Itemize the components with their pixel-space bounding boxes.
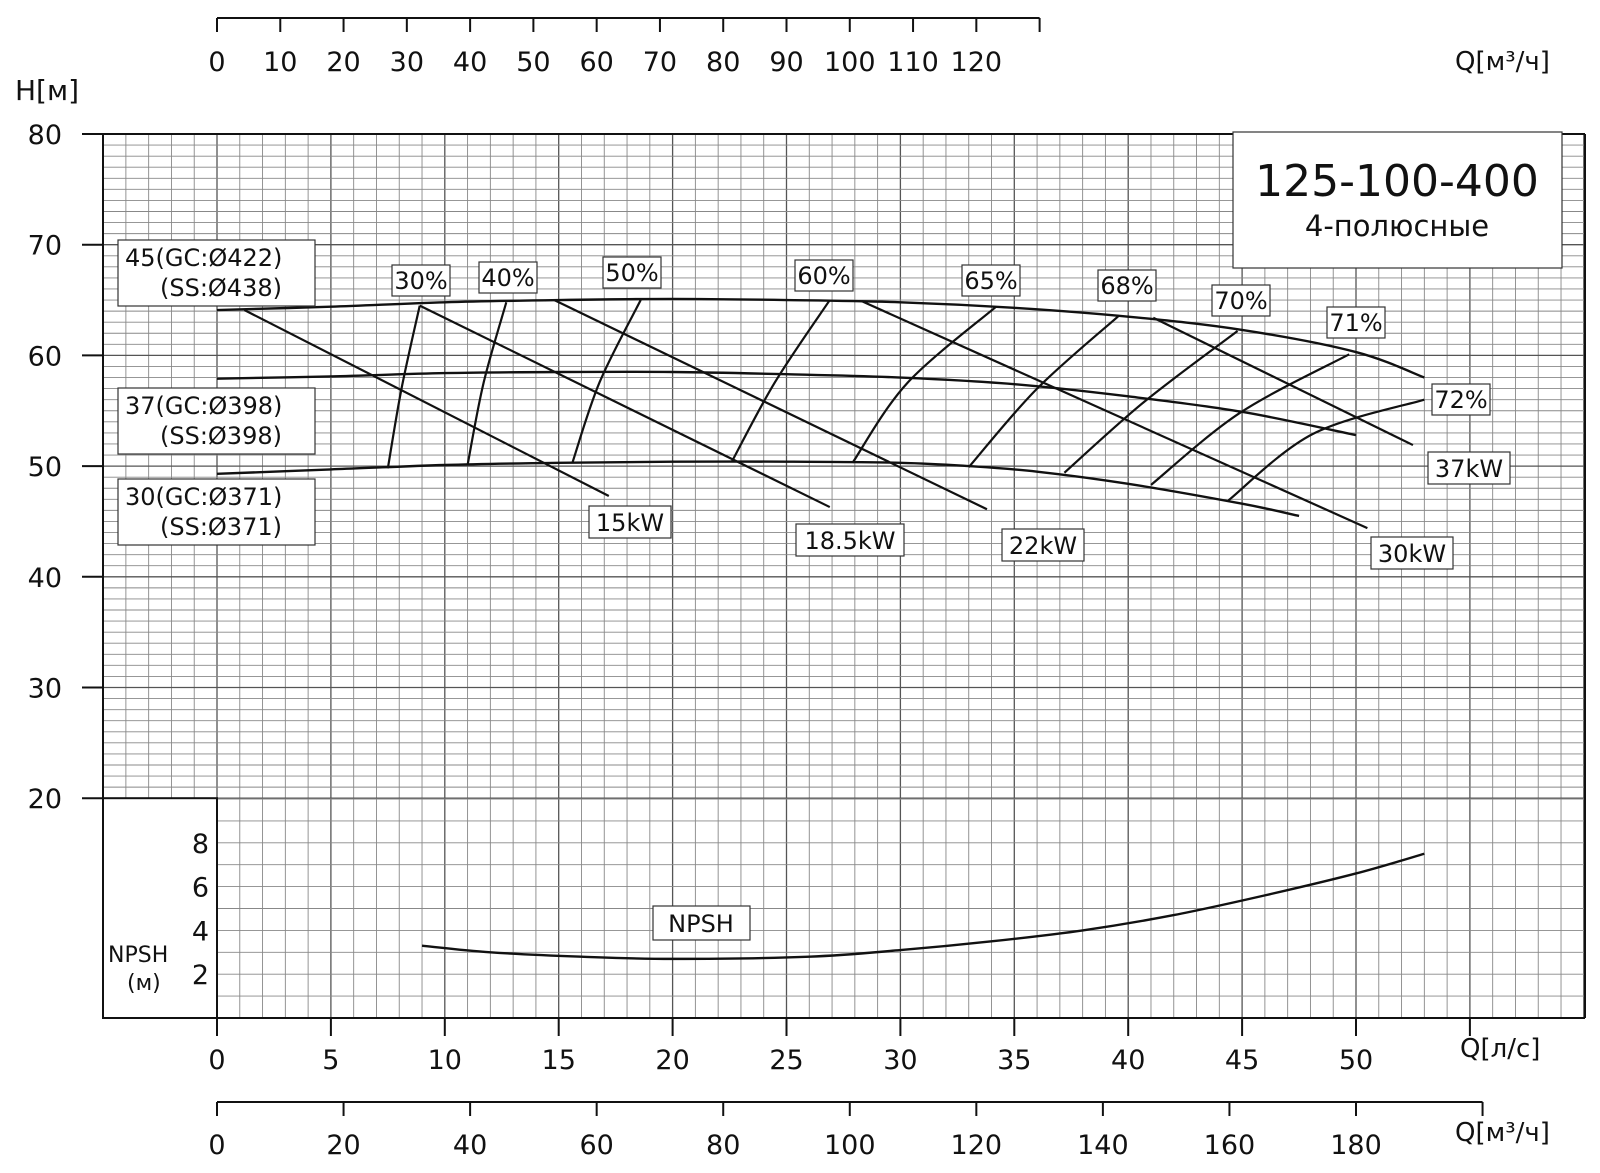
power-22-label: 22kW: [1009, 532, 1077, 560]
eff-68-label: 68%: [1100, 272, 1153, 300]
x-bottom-tick-label: 60: [579, 1130, 613, 1161]
x-bottom-tick-label: 180: [1330, 1130, 1382, 1161]
x-bottom-tick-label: 140: [1077, 1130, 1129, 1161]
y-axis-label: H[м]: [15, 74, 79, 107]
npsh-tick-label: 8: [192, 829, 209, 860]
chart-subtitle: 4-полюсные: [1305, 209, 1489, 243]
efficiency-curve-3: [732, 300, 830, 462]
x-top-tick-label: 40: [453, 47, 487, 78]
x-ls-tick-label: 10: [428, 1045, 462, 1076]
eff-50-label: 50%: [605, 259, 658, 287]
x-ls-tick-label: 20: [655, 1045, 689, 1076]
impeller-37-label-ss: (SS:Ø398): [160, 422, 282, 450]
impeller-45-label-ss: (SS:Ø438): [160, 274, 282, 302]
x-top-tick-label: 90: [769, 47, 803, 78]
x-top-tick-label: 110: [887, 47, 939, 78]
x-ls-tick-label: 0: [208, 1045, 225, 1076]
x-bottom-tick-label: 40: [453, 1130, 487, 1161]
x-top-tick-label: 100: [824, 47, 876, 78]
x-bottom-tick-label: 0: [208, 1130, 225, 1161]
eff-72-label: 72%: [1434, 386, 1487, 414]
npsh-curve-label: NPSH: [668, 910, 734, 938]
power-line-3: [862, 301, 1368, 528]
npsh-tick-label: 4: [192, 916, 209, 947]
impeller-30-label: 30(GC:Ø371): [125, 483, 282, 511]
eff-71-label: 71%: [1329, 309, 1382, 337]
y-tick-label: 80: [28, 120, 62, 151]
x-top-tick-label: 30: [390, 47, 424, 78]
x-ls-tick-label: 30: [883, 1045, 917, 1076]
x-ls-tick-label: 35: [997, 1045, 1031, 1076]
y-tick-label: 60: [28, 341, 62, 372]
x-top-tick-label: 20: [326, 47, 360, 78]
npsh-axis-unit: (м): [127, 971, 161, 996]
y-tick-label: 40: [28, 563, 62, 594]
x-bottom-tick-label: 80: [706, 1130, 740, 1161]
head-curve-2: [217, 462, 1299, 516]
x-bottom-tick-label: 160: [1204, 1130, 1256, 1161]
x-top-tick-label: 50: [516, 47, 550, 78]
power-30-label: 30kW: [1378, 540, 1446, 568]
x-ls-tick-label: 25: [769, 1045, 803, 1076]
y-tick-label: 30: [28, 674, 62, 705]
x-axis-ls-label: Q[л/с]: [1460, 1034, 1540, 1064]
x-axis-bottom-label: Q[м³/ч]: [1455, 1118, 1550, 1148]
x-top-tick-label: 10: [263, 47, 297, 78]
y-tick-label: 20: [28, 784, 62, 815]
x-ls-tick-label: 40: [1111, 1045, 1145, 1076]
power-18-label: 18.5kW: [804, 527, 895, 555]
x-top-tick-label: 0: [208, 47, 225, 78]
x-ls-tick-label: 50: [1339, 1045, 1373, 1076]
x-ls-tick-label: 15: [542, 1045, 576, 1076]
eff-70-label: 70%: [1214, 287, 1267, 315]
y-tick-label: 70: [28, 231, 62, 262]
chart-title: 125-100-400: [1255, 156, 1539, 207]
x-axis-top-label: Q[м³/ч]: [1455, 47, 1550, 77]
npsh-axis-label: NPSH: [108, 943, 168, 968]
eff-40-label: 40%: [481, 264, 534, 292]
x-bottom-tick-label: 120: [951, 1130, 1003, 1161]
npsh-tick-label: 6: [192, 873, 209, 904]
eff-60-label: 60%: [797, 262, 850, 290]
x-top-tick-label: 60: [579, 47, 613, 78]
eff-65-label: 65%: [964, 267, 1017, 295]
x-bottom-tick-label: 100: [824, 1130, 876, 1161]
x-ls-tick-label: 5: [322, 1045, 339, 1076]
npsh-tick-label: 2: [192, 960, 209, 991]
impeller-45-label: 45(GC:Ø422): [125, 244, 282, 272]
x-top-tick-label: 120: [951, 47, 1003, 78]
x-top-tick-label: 70: [643, 47, 677, 78]
y-tick-label: 50: [28, 452, 62, 483]
power-15-label: 15kW: [596, 509, 664, 537]
x-top-tick-label: 80: [706, 47, 740, 78]
x-bottom-tick-label: 20: [326, 1130, 360, 1161]
eff-30-label: 30%: [394, 267, 447, 295]
x-ls-tick-label: 45: [1225, 1045, 1259, 1076]
impeller-37-label: 37(GC:Ø398): [125, 392, 282, 420]
chart-curves: [217, 299, 1424, 959]
impeller-30-label-ss: (SS:Ø371): [160, 513, 282, 541]
power-37-label: 37kW: [1435, 455, 1503, 483]
